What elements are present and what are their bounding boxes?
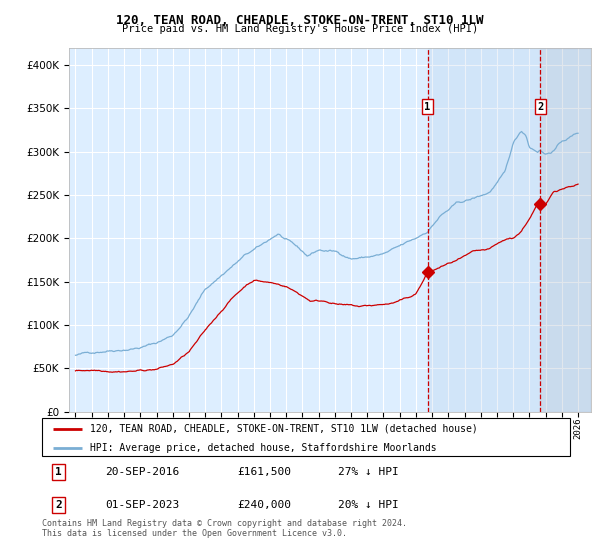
FancyBboxPatch shape — [42, 418, 570, 456]
Text: £161,500: £161,500 — [238, 467, 292, 477]
Text: This data is licensed under the Open Government Licence v3.0.: This data is licensed under the Open Gov… — [42, 530, 347, 539]
Text: Contains HM Land Registry data © Crown copyright and database right 2024.: Contains HM Land Registry data © Crown c… — [42, 520, 407, 529]
Text: £240,000: £240,000 — [238, 500, 292, 510]
Text: 120, TEAN ROAD, CHEADLE, STOKE-ON-TRENT, ST10 1LW (detached house): 120, TEAN ROAD, CHEADLE, STOKE-ON-TRENT,… — [89, 423, 477, 433]
Text: 2: 2 — [537, 101, 544, 111]
Text: 2: 2 — [55, 500, 62, 510]
Bar — [540, 48, 591, 412]
Text: Price paid vs. HM Land Registry's House Price Index (HPI): Price paid vs. HM Land Registry's House … — [122, 24, 478, 34]
Text: 1: 1 — [55, 467, 62, 477]
Text: 27% ↓ HPI: 27% ↓ HPI — [338, 467, 398, 477]
Text: 20% ↓ HPI: 20% ↓ HPI — [338, 500, 398, 510]
Text: HPI: Average price, detached house, Staffordshire Moorlands: HPI: Average price, detached house, Staf… — [89, 442, 436, 452]
Text: 01-SEP-2023: 01-SEP-2023 — [106, 500, 179, 510]
Bar — [428, 48, 591, 412]
Text: 1: 1 — [424, 101, 431, 111]
Text: 20-SEP-2016: 20-SEP-2016 — [106, 467, 179, 477]
Text: 120, TEAN ROAD, CHEADLE, STOKE-ON-TRENT, ST10 1LW: 120, TEAN ROAD, CHEADLE, STOKE-ON-TRENT,… — [116, 14, 484, 27]
